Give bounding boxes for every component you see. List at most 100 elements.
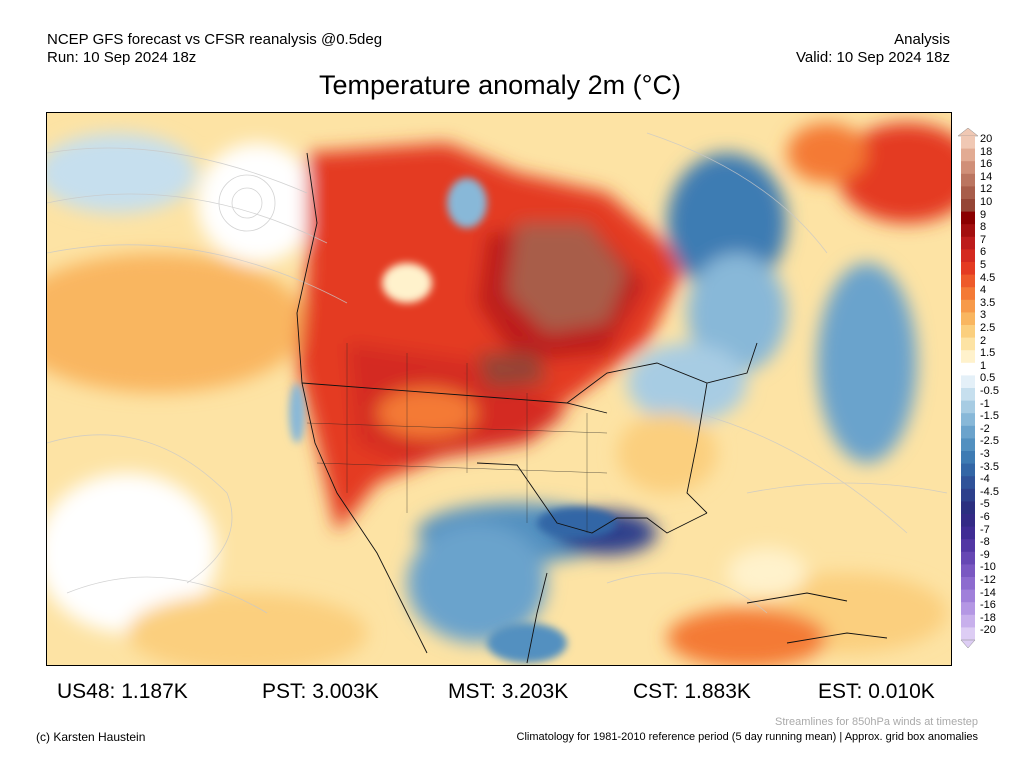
colorbar-swatch bbox=[961, 350, 975, 364]
colorbar-label: 9 bbox=[980, 208, 987, 221]
colorbar-swatch bbox=[961, 388, 975, 402]
colorbar-swatch bbox=[961, 614, 975, 628]
colorbar-label: 7 bbox=[980, 233, 987, 246]
anomaly-map-graphic bbox=[47, 113, 951, 665]
colorbar-swatch bbox=[961, 526, 975, 540]
colorbar-label: -7 bbox=[980, 523, 990, 536]
colorbar-label: 20 bbox=[980, 133, 993, 145]
colorbar-swatch bbox=[961, 337, 975, 351]
colorbar-swatch bbox=[961, 602, 975, 616]
colorbar-swatch bbox=[961, 136, 975, 150]
colorbar-swatch bbox=[961, 488, 975, 502]
credit: (c) Karsten Haustein bbox=[36, 730, 146, 744]
colorbar-swatch bbox=[961, 224, 975, 238]
colorbar-swatch bbox=[961, 463, 975, 477]
climatology-note: Climatology for 1981-2010 reference peri… bbox=[516, 731, 978, 743]
colorbar-label: 18 bbox=[980, 145, 993, 158]
colorbar-swatch bbox=[961, 627, 975, 641]
colorbar-label: 2 bbox=[980, 334, 987, 347]
colorbar-swatch bbox=[961, 539, 975, 553]
colorbar-swatch bbox=[961, 211, 975, 225]
colorbar-swatch bbox=[961, 375, 975, 389]
run-time: Run: 10 Sep 2024 18z bbox=[47, 49, 197, 66]
colorbar-swatch bbox=[961, 551, 975, 565]
stat-cst: CST: 1.883K bbox=[633, 680, 751, 703]
colorbar-label: 10 bbox=[980, 196, 993, 208]
colorbar-swatch bbox=[961, 362, 975, 376]
colorbar-label: 5 bbox=[980, 259, 987, 271]
colorbar-swatch bbox=[961, 589, 975, 603]
colorbar-label: -4.5 bbox=[980, 485, 999, 498]
colorbar-swatch bbox=[961, 274, 975, 288]
colorbar-swatch bbox=[961, 501, 975, 515]
colorbar-swatch bbox=[961, 438, 975, 452]
colorbar-label: -0.5 bbox=[980, 385, 999, 397]
colorbar-label: -3.5 bbox=[980, 460, 999, 473]
colorbar-label: 8 bbox=[980, 221, 987, 234]
model-description: NCEP GFS forecast vs CFSR reanalysis @0.… bbox=[47, 31, 383, 48]
colorbar-label: 3 bbox=[980, 309, 987, 322]
colorbar-label: 12 bbox=[980, 183, 993, 196]
colorbar-label: 0.5 bbox=[980, 372, 996, 385]
colorbar-swatch bbox=[961, 148, 975, 162]
colorbar-label: -10 bbox=[980, 561, 996, 574]
colorbar-swatch bbox=[961, 425, 975, 439]
streamlines-note: Streamlines for 850hPa winds at timestep bbox=[775, 716, 978, 728]
colorbar-label: -2 bbox=[980, 422, 990, 435]
colorbar-label: -6 bbox=[980, 511, 990, 523]
colorbar-label: -4 bbox=[980, 473, 990, 486]
valid-time: Valid: 10 Sep 2024 18z bbox=[795, 49, 950, 66]
colorbar-swatch bbox=[961, 325, 975, 339]
stat-pst: PST: 3.003K bbox=[262, 680, 379, 703]
colorbar-swatch bbox=[961, 312, 975, 326]
colorbar-swatch bbox=[961, 577, 975, 591]
colorbar-label: 4 bbox=[980, 284, 987, 297]
colorbar-swatch bbox=[961, 413, 975, 427]
colorbar-label: 2.5 bbox=[980, 322, 996, 334]
colorbar-label: 3.5 bbox=[980, 296, 996, 309]
colorbar-label: 14 bbox=[980, 170, 993, 183]
colorbar-label: -2.5 bbox=[980, 435, 999, 448]
colorbar-swatch bbox=[961, 476, 975, 490]
header-right: Analysis Valid: 10 Sep 2024 18z bbox=[796, 31, 950, 67]
colorbar-label: -12 bbox=[980, 574, 996, 586]
colorbar-label: 6 bbox=[980, 246, 987, 259]
header-left: NCEP GFS forecast vs CFSR reanalysis @0.… bbox=[47, 31, 382, 67]
colorbar-arrow-bottom bbox=[960, 639, 976, 649]
colorbar-label: -1.5 bbox=[980, 410, 999, 423]
stat-mst: MST: 3.203K bbox=[448, 680, 569, 703]
colorbar-graphic bbox=[957, 127, 979, 649]
colorbar-swatch bbox=[961, 173, 975, 187]
colorbar-swatch bbox=[961, 287, 975, 301]
colorbar-swatch bbox=[961, 400, 975, 414]
colorbar-swatch bbox=[961, 186, 975, 200]
colorbar-swatch bbox=[961, 236, 975, 250]
colorbar-label: -5 bbox=[980, 498, 990, 511]
colorbar-label: -9 bbox=[980, 548, 990, 561]
colorbar-label: 1.5 bbox=[980, 347, 996, 360]
colorbar-label: -16 bbox=[980, 599, 996, 612]
colorbar-label: -1 bbox=[980, 397, 990, 410]
colorbar-label: 4.5 bbox=[980, 271, 996, 284]
colorbar-label: -20 bbox=[980, 624, 996, 637]
colorbar-label: -18 bbox=[980, 611, 996, 624]
colorbar-swatch bbox=[961, 161, 975, 175]
stat-est: EST: 0.010K bbox=[818, 680, 935, 703]
colorbar-swatch bbox=[961, 262, 975, 276]
colorbar-swatch bbox=[961, 199, 975, 213]
colorbar bbox=[957, 127, 979, 649]
colorbar-arrow-top bbox=[957, 127, 979, 137]
colorbar-swatch bbox=[961, 514, 975, 528]
regional-stats: US48: 1.187K PST: 3.003K MST: 3.203K CST… bbox=[0, 680, 1024, 704]
anomaly-map bbox=[46, 112, 952, 666]
colorbar-swatch bbox=[961, 564, 975, 578]
colorbar-label: 1 bbox=[980, 359, 987, 372]
stat-us48: US48: 1.187K bbox=[57, 680, 188, 703]
colorbar-swatch bbox=[961, 451, 975, 465]
colorbar-label: -14 bbox=[980, 586, 996, 599]
colorbar-label: -8 bbox=[980, 536, 990, 549]
colorbar-swatch bbox=[961, 299, 975, 313]
colorbar-label: 16 bbox=[980, 158, 993, 171]
map-title: Temperature anomaly 2m (°C) bbox=[319, 70, 681, 100]
colorbar-label: -3 bbox=[980, 448, 990, 460]
